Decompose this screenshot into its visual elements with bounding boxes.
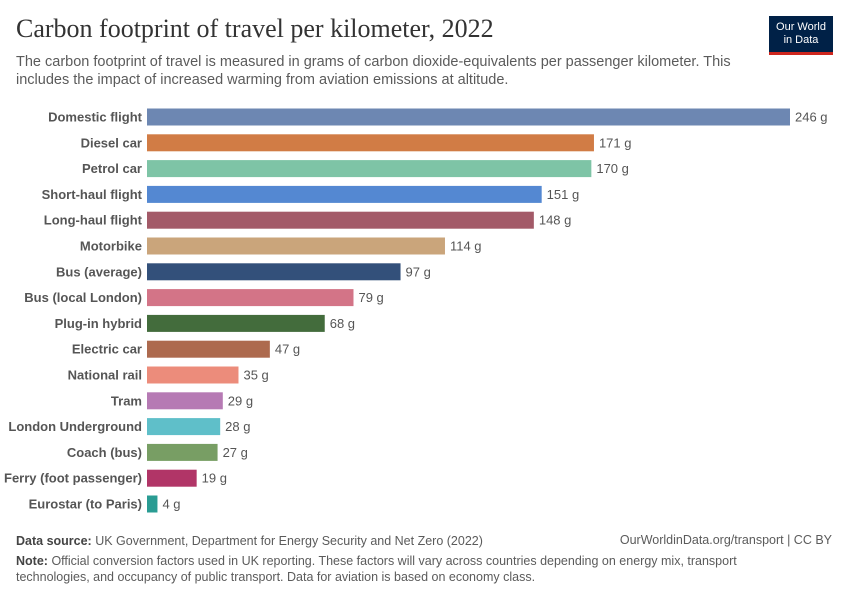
bar-chart: Domestic flight 246 g Diesel car 171 g Petro… [4,108,828,513]
bar[interactable] [147,211,534,229]
bar[interactable] [147,314,325,332]
bar[interactable] [147,108,790,126]
bar[interactable] [147,185,542,203]
chart-subtitle: The carbon footprint of travel is measur… [16,54,731,88]
value-label: 114 g [450,239,482,254]
category-label: Motorbike [80,239,142,254]
value-label: 171 g [599,135,632,150]
category-label: Domestic flight [48,110,143,125]
bar[interactable] [147,160,592,178]
category-label: Coach (bus) [67,445,142,460]
value-label: 246 g [795,110,828,125]
category-label: Diesel car [81,135,142,150]
value-label: 4 g [162,497,180,512]
value-label: 28 g [225,419,250,434]
bar[interactable] [147,495,158,513]
category-label: Plug-in hybrid [55,316,142,331]
category-label: Ferry (foot passenger) [4,471,142,486]
category-label: London Underground [8,419,142,434]
category-label: Long-haul flight [44,213,143,228]
bar[interactable] [147,263,401,281]
data-source: Data source: UK Government, Department f… [16,534,483,548]
value-label: 97 g [406,264,431,279]
bar[interactable] [147,366,239,384]
owid-logo[interactable]: Our World in Data [769,16,833,55]
value-label: 79 g [358,290,383,305]
bar[interactable] [147,289,354,307]
bar[interactable] [147,392,223,410]
category-label: Bus (average) [56,264,142,279]
value-label: 19 g [202,471,227,486]
bar[interactable] [147,443,218,461]
bar[interactable] [147,340,270,358]
chart-title: Carbon footprint of travel per kilometer… [16,14,494,43]
bar[interactable] [147,469,197,487]
category-label: Short-haul flight [42,187,143,202]
value-label: 68 g [330,316,355,331]
value-label: 47 g [275,342,300,357]
value-label: 27 g [223,445,248,460]
value-label: 170 g [596,161,629,176]
category-label: Petrol car [82,161,142,176]
category-label: Eurostar (to Paris) [29,497,142,512]
category-label: National rail [68,368,142,383]
category-label: Bus (local London) [24,290,142,305]
value-label: 35 g [243,368,268,383]
category-label: Electric car [72,342,142,357]
bar[interactable] [147,134,594,152]
source-link[interactable]: OurWorldinData.org/transport | CC BY [619,533,832,547]
value-label: 148 g [539,213,572,228]
value-label: 151 g [547,187,580,202]
note: Note: Official conversion factors used i… [16,554,737,584]
bar[interactable] [147,418,221,436]
category-label: Tram [111,393,142,408]
value-label: 29 g [228,393,253,408]
bar[interactable] [147,237,445,255]
